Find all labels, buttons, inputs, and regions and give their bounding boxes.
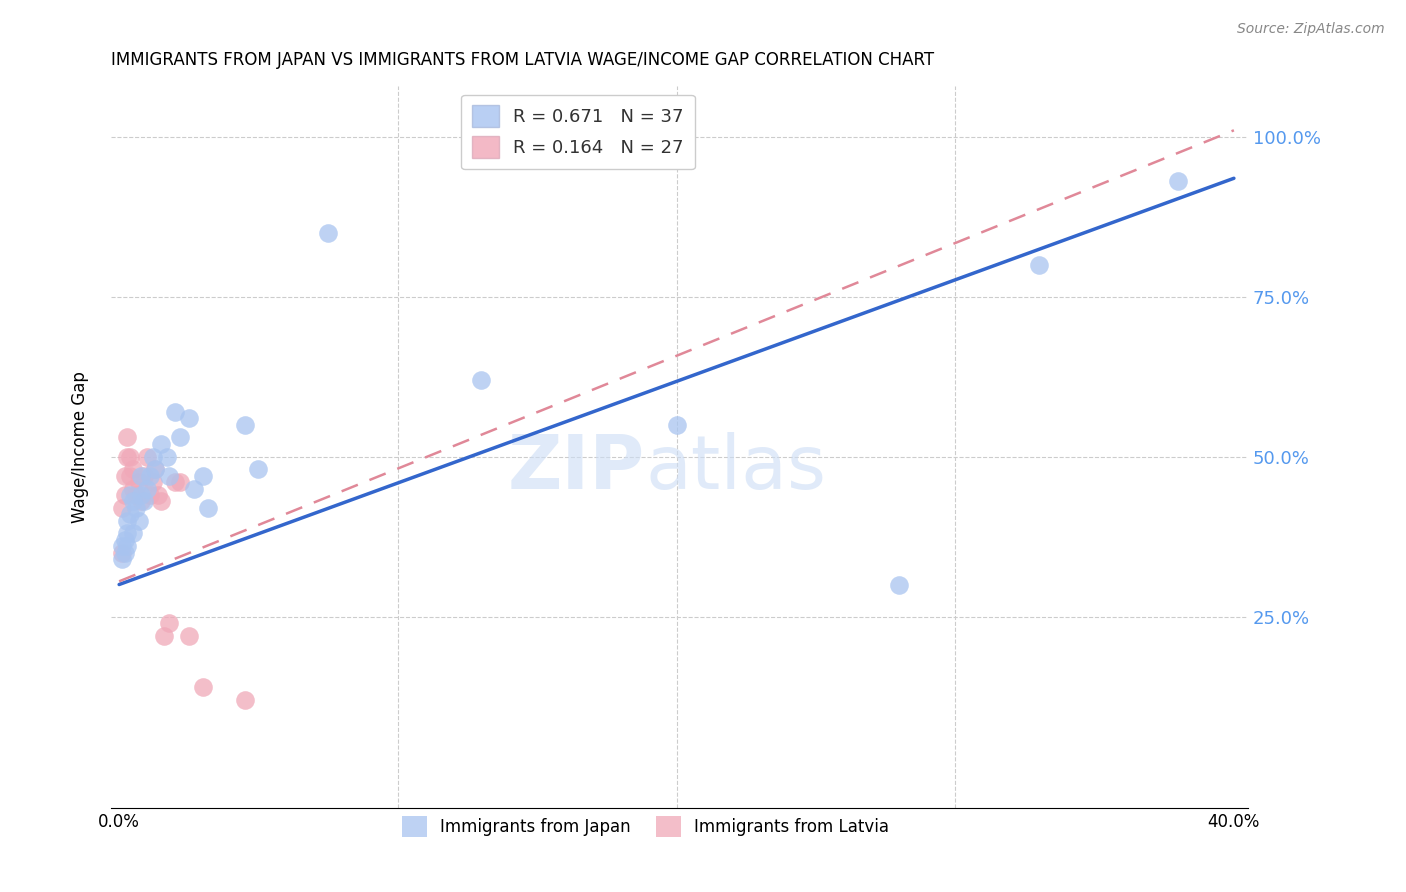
Point [316, 226, 339, 240]
Point [152, 629, 174, 643]
Legend: Immigrants from Japan, Immigrants from Latvia: Immigrants from Japan, Immigrants from L… [395, 810, 896, 844]
Point [120, 488, 142, 502]
Point [889, 577, 911, 591]
Point [120, 450, 142, 464]
Point [665, 417, 688, 432]
Point [163, 405, 186, 419]
Point [191, 680, 214, 694]
Point [233, 692, 256, 706]
Point [117, 526, 139, 541]
Point [191, 468, 214, 483]
Point [134, 468, 156, 483]
Point [120, 507, 142, 521]
Point [143, 462, 166, 476]
Point [125, 500, 148, 515]
Point [131, 468, 153, 483]
Point [122, 482, 145, 496]
Point [111, 552, 134, 566]
Point [114, 488, 136, 502]
Point [125, 488, 148, 502]
Point [247, 462, 270, 476]
Point [149, 494, 172, 508]
Point [120, 468, 142, 483]
Y-axis label: Wage/Income Gap: Wage/Income Gap [72, 371, 89, 523]
Point [117, 514, 139, 528]
Point [183, 482, 205, 496]
Point [177, 411, 200, 425]
Point [139, 488, 162, 502]
Point [128, 475, 150, 490]
Point [149, 437, 172, 451]
Point [163, 475, 186, 490]
Point [470, 373, 492, 387]
Point [136, 482, 159, 496]
Point [114, 545, 136, 559]
Text: ZIP: ZIP [508, 432, 645, 505]
Point [114, 533, 136, 547]
Point [122, 462, 145, 476]
Point [157, 615, 180, 630]
Point [117, 539, 139, 553]
Point [142, 475, 165, 490]
Point [111, 500, 134, 515]
Point [169, 430, 191, 444]
Point [155, 450, 177, 464]
Point [111, 539, 134, 553]
Point [1167, 174, 1189, 188]
Point [117, 430, 139, 444]
Text: IMMIGRANTS FROM JAPAN VS IMMIGRANTS FROM LATVIA WAGE/INCOME GAP CORRELATION CHAR: IMMIGRANTS FROM JAPAN VS IMMIGRANTS FROM… [111, 51, 934, 69]
Point [143, 462, 166, 476]
Point [142, 450, 165, 464]
Point [136, 450, 159, 464]
Point [197, 500, 219, 515]
Point [157, 468, 180, 483]
Point [114, 468, 136, 483]
Point [111, 545, 134, 559]
Point [131, 488, 153, 502]
Point [177, 629, 200, 643]
Point [1028, 258, 1050, 272]
Point [131, 494, 153, 508]
Point [139, 468, 162, 483]
Point [169, 475, 191, 490]
Text: Source: ZipAtlas.com: Source: ZipAtlas.com [1237, 22, 1385, 37]
Text: atlas: atlas [645, 432, 827, 505]
Point [128, 514, 150, 528]
Point [233, 417, 256, 432]
Point [122, 494, 145, 508]
Point [117, 450, 139, 464]
Point [122, 526, 145, 541]
Point [134, 494, 156, 508]
Point [146, 488, 169, 502]
